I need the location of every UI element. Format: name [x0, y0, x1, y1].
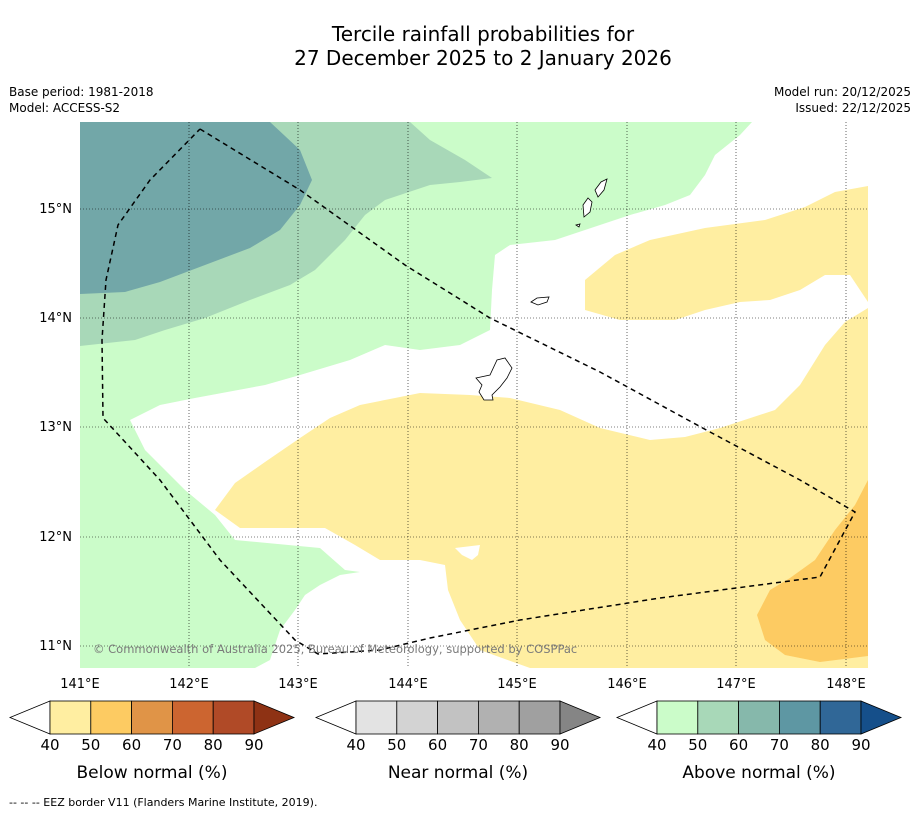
above-normal-60-70-region — [80, 122, 312, 294]
copyright-text: © Commonwealth of Australia 2025, Bureau… — [93, 642, 577, 656]
legend-below-normal: 40 50 60 70 80 90 Below normal (%) — [8, 700, 296, 783]
model-run-text: Model run: 20/12/2025 — [773, 85, 911, 99]
legend-tick-label: 50 — [81, 736, 100, 754]
legend-label: Above normal (%) — [682, 763, 835, 783]
lat-labels: 15°N 14°N 13°N 12°N 11°N — [39, 202, 72, 654]
legend-over-triangle — [860, 700, 903, 735]
legend-color-segment — [819, 700, 862, 735]
legend-tick-label: 70 — [469, 736, 488, 754]
legend-tick-label: 70 — [163, 736, 182, 754]
legend-color-segment — [437, 700, 479, 735]
legend-under-triangle — [8, 700, 51, 735]
legend-color-segment — [355, 700, 398, 735]
lon-labels: 141°E 142°E 143°E 144°E 145°E 146°E 147°… — [60, 677, 866, 692]
legend-tick-label: 90 — [550, 736, 569, 754]
legend-color-segment — [779, 700, 821, 735]
title-line-2: 27 December 2025 to 2 January 2026 — [294, 46, 672, 70]
legend-tick-label: 50 — [688, 736, 707, 754]
legend-over-triangle — [253, 700, 296, 735]
lat-label: 15°N — [39, 202, 72, 217]
legend-tick-label: 90 — [851, 736, 870, 754]
legend-color-segment — [212, 700, 255, 735]
legend-tick-label: 40 — [40, 736, 59, 754]
legend-tick-label: 80 — [811, 736, 830, 754]
white-patch — [455, 545, 480, 560]
legend-color-segment — [738, 700, 780, 735]
legend-color-segment — [656, 700, 699, 735]
below-normal-50-60-region — [757, 480, 868, 662]
legend-color-segment — [477, 700, 520, 735]
lon-label: 142°E — [169, 677, 209, 692]
legend-tick-label: 50 — [387, 736, 406, 754]
lon-label: 148°E — [826, 677, 866, 692]
legend-color-segment — [396, 700, 438, 735]
graticule — [80, 122, 868, 668]
issued-text: Issued: 22/12/2025 — [795, 101, 911, 115]
eez-footnote: -- -- -- EEZ border V11 (Flanders Marine… — [9, 796, 318, 809]
lon-label: 145°E — [497, 677, 537, 692]
legend-color-segment — [49, 700, 92, 735]
eez-border — [101, 128, 857, 655]
lat-label: 12°N — [39, 530, 72, 545]
meta-left: Base period: 1981-2018 Model: ACCESS-S2 — [9, 84, 154, 116]
chart-title: Tercile rainfall probabilities for 27 De… — [0, 22, 919, 70]
legend-tick-label: 70 — [770, 736, 789, 754]
model-text: Model: ACCESS-S2 — [9, 101, 121, 115]
base-period-text: Base period: 1981-2018 — [9, 85, 154, 99]
tinian-island — [582, 197, 593, 218]
legend-tick-label: 60 — [428, 736, 447, 754]
legend-tick-label: 60 — [729, 736, 748, 754]
title-line-1: Tercile rainfall probabilities for — [331, 22, 635, 46]
legend-label: Near normal (%) — [388, 763, 528, 783]
lon-label: 144°E — [388, 677, 428, 692]
legend-under-triangle — [615, 700, 658, 735]
legend-color-segment — [171, 700, 214, 735]
lat-label: 11°N — [39, 639, 72, 654]
lon-label: 141°E — [60, 677, 100, 692]
legend-tick-label: 40 — [647, 736, 666, 754]
legend-tick-label: 40 — [346, 736, 365, 754]
lat-label: 13°N — [39, 420, 72, 435]
legend-under-triangle — [314, 700, 357, 735]
legend-color-segment — [131, 700, 173, 735]
islands — [475, 178, 608, 401]
aguijan-island — [575, 223, 581, 228]
lon-label: 143°E — [278, 677, 318, 692]
lon-label: 146°E — [607, 677, 647, 692]
legend-color-segment — [518, 700, 561, 735]
lon-label: 147°E — [716, 677, 756, 692]
saipan-island — [594, 178, 608, 198]
map-area: © Commonwealth of Australia 2025, Bureau… — [80, 122, 868, 668]
guam-island — [475, 357, 513, 401]
legend-tick-label: 80 — [510, 736, 529, 754]
legend-over-triangle — [559, 700, 602, 735]
below-normal-40-50-region-south — [215, 308, 868, 668]
legend-color-segment — [697, 700, 739, 735]
lat-label: 14°N — [39, 311, 72, 326]
meta-right: Model run: 20/12/2025 Issued: 22/12/2025 — [774, 84, 911, 116]
legend-label: Below normal (%) — [77, 763, 228, 783]
below-normal-40-50-region-north — [585, 186, 868, 320]
legend-tick-label: 60 — [122, 736, 141, 754]
legend-tick-label: 90 — [244, 736, 263, 754]
rota-island — [530, 296, 550, 306]
legend-color-segment — [90, 700, 133, 735]
legend-above-normal: 40 50 60 70 80 90 Above normal (%) — [615, 700, 903, 783]
legend-near-normal: 40 50 60 70 80 90 Near normal (%) — [314, 700, 602, 783]
legend-tick-label: 80 — [204, 736, 223, 754]
